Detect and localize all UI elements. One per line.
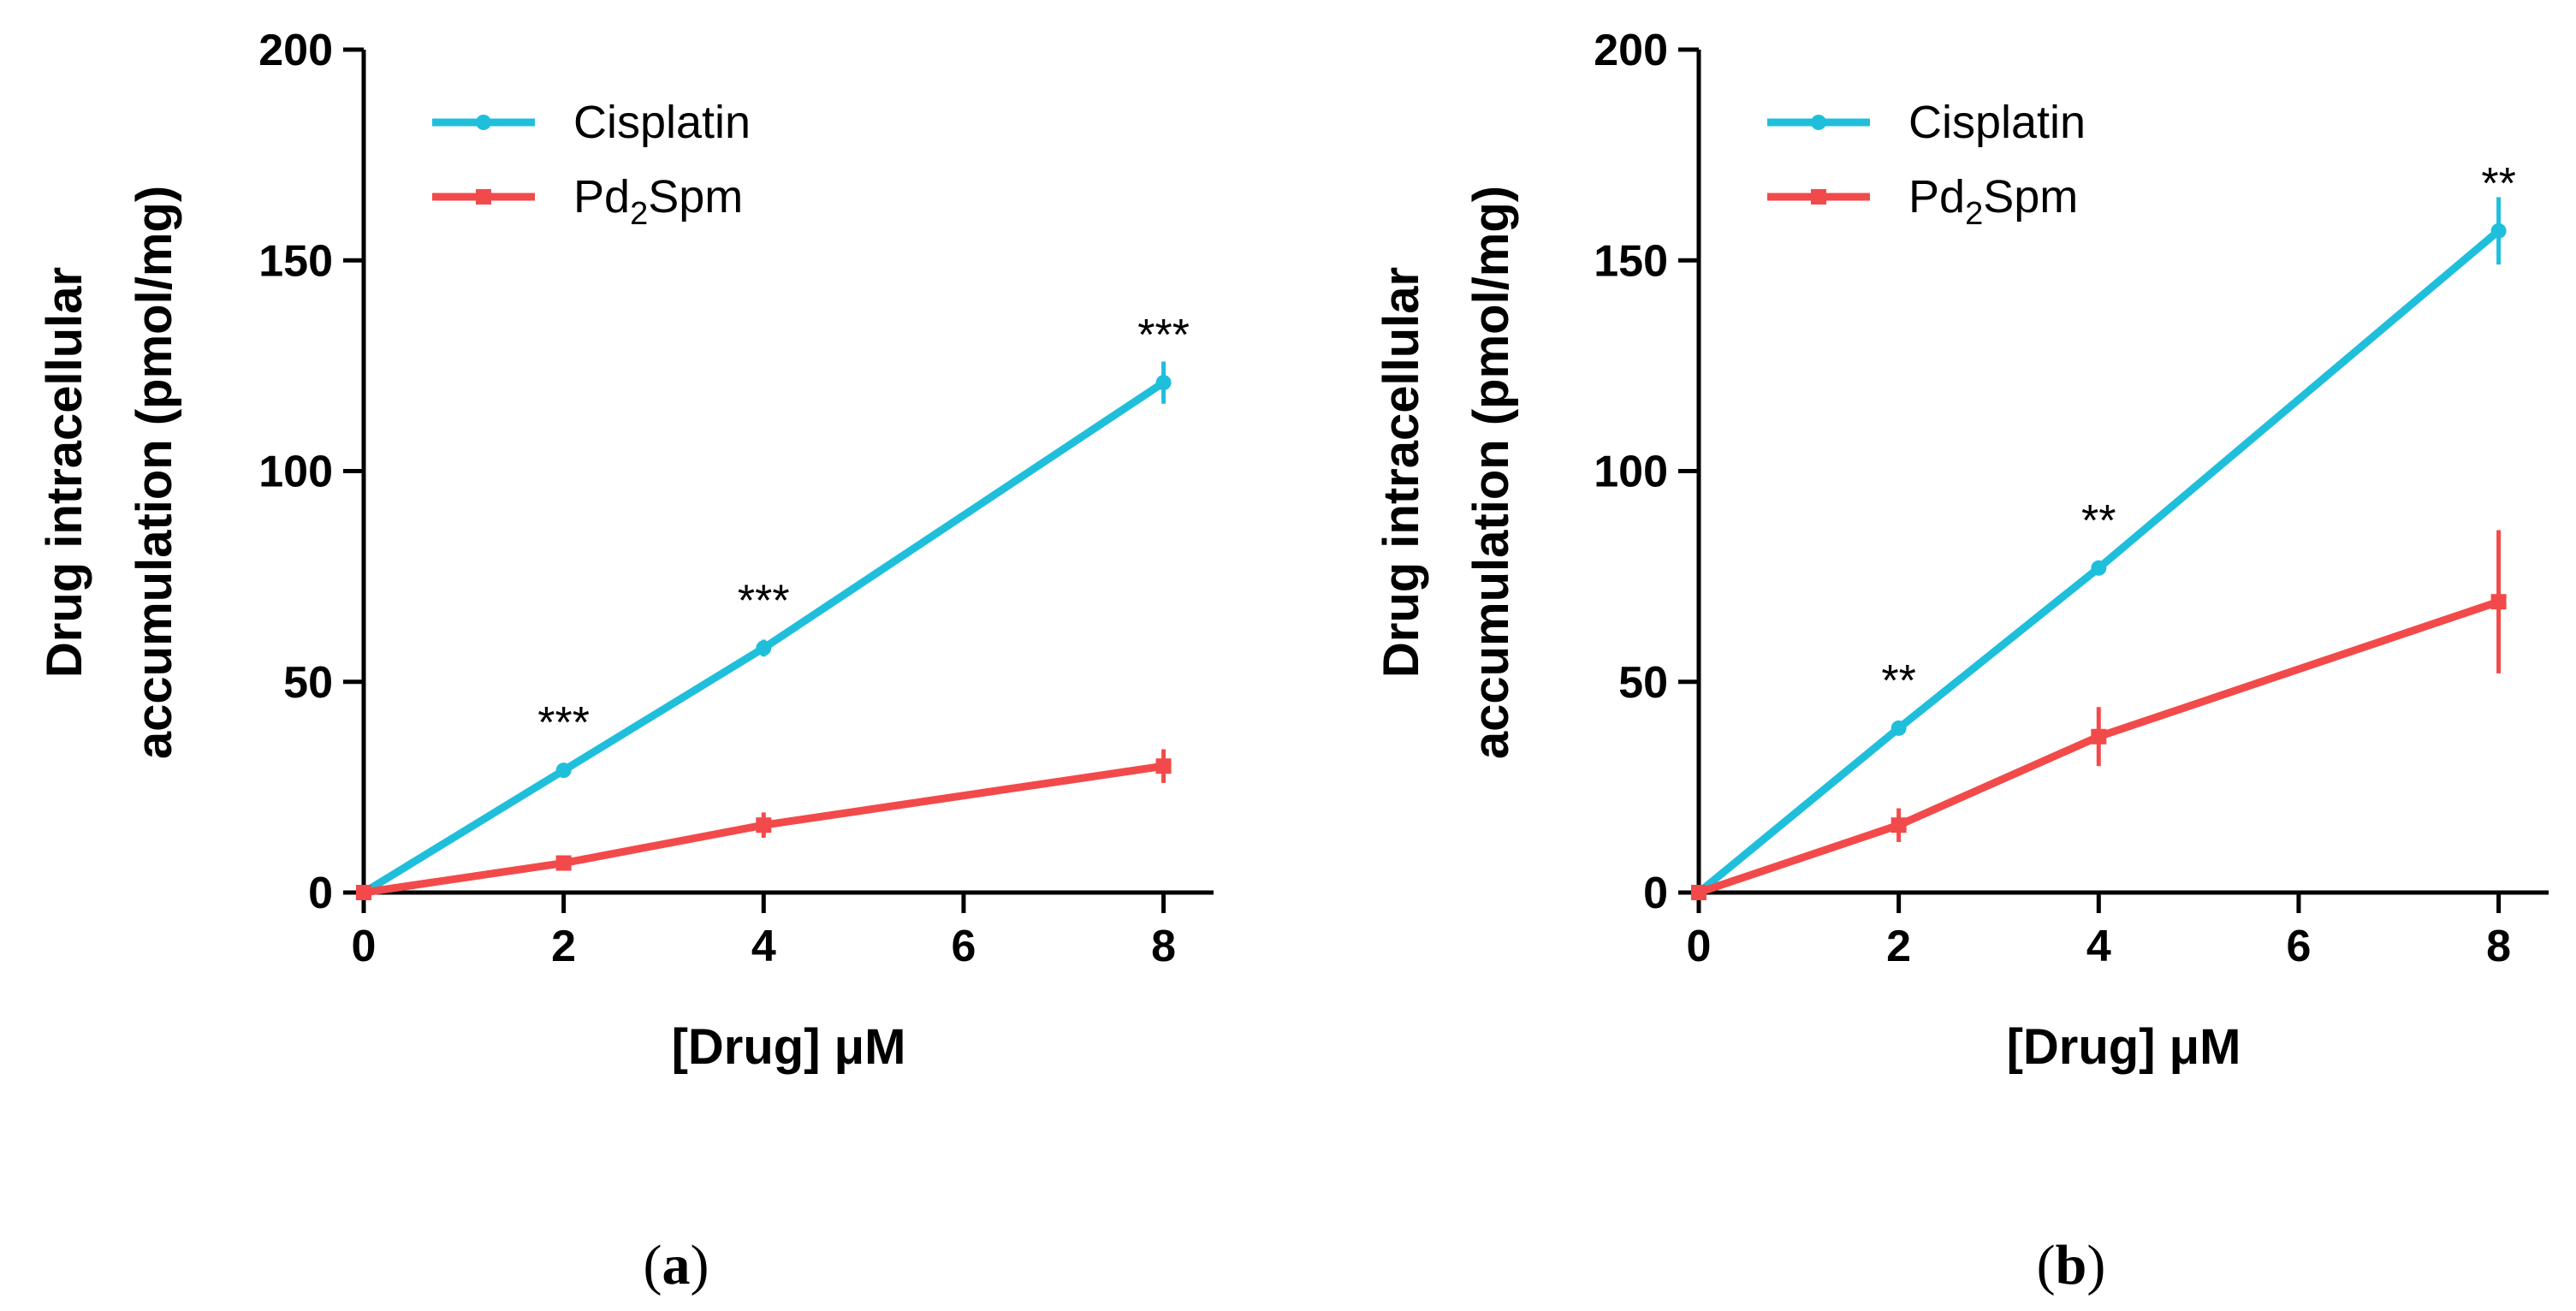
- legend-label: Pd2Spm: [573, 171, 743, 232]
- legend-label-rest: Spm: [1983, 171, 2078, 222]
- series-cisplatin: [1691, 197, 2507, 900]
- data-point: [1155, 758, 1172, 774]
- series-line: [361, 379, 1166, 896]
- chart-panel-b: 0 50 100 150 200 0 2 4 6 8 [Drug] μM Drug intracell…: [1374, 26, 2549, 1296]
- legend-swatch-marker: [476, 189, 491, 205]
- significance-marker: **: [2481, 159, 2515, 209]
- y-axis-title-line2: accumulation (pmol/mg): [127, 186, 182, 759]
- significance-marker: ***: [738, 576, 790, 626]
- series-line: [1696, 228, 2502, 896]
- legend-swatch-marker: [1811, 189, 1826, 205]
- legend: Cisplatin Pd2Spm: [432, 97, 751, 232]
- x-tick-label: 2: [551, 922, 576, 971]
- x-tick-label: 6: [2286, 922, 2311, 971]
- panel-caption: (b): [2037, 1234, 2106, 1296]
- legend-swatch-marker: [476, 115, 491, 130]
- legend-label-main: Pd: [1908, 171, 1965, 222]
- panel-caption-open: (: [644, 1234, 662, 1296]
- legend-label: Pd2Spm: [1908, 171, 2078, 232]
- legend-label-rest: Spm: [648, 171, 743, 222]
- y-axis-title-line1: Drug intracellular: [1374, 267, 1429, 678]
- data-point: [2490, 594, 2507, 610]
- legend-label: Cisplatin: [1908, 97, 2086, 148]
- data-point: [2091, 728, 2107, 744]
- chart-panel-a: 0 50 100 150 200 0 2 4 6 8 [Drug] μM Drug intracell…: [37, 26, 1214, 1296]
- legend-label-subscript: 2: [630, 196, 648, 232]
- x-axis-title: [Drug] μM: [2007, 1019, 2241, 1075]
- legend-label-subscript: 2: [1965, 196, 1983, 232]
- y-tick-label: 150: [258, 236, 333, 286]
- y-tick-label: 200: [1594, 26, 1668, 75]
- x-tick-label: 4: [751, 922, 776, 971]
- series-line: [1697, 597, 2501, 897]
- series-pd2spm: [356, 749, 1172, 900]
- x-axis-title: [Drug] μM: [672, 1019, 906, 1075]
- data-point: [2091, 560, 2107, 576]
- panel-caption-open: (: [2037, 1234, 2056, 1296]
- panel-caption-close: ): [691, 1234, 709, 1296]
- data-point: [1890, 817, 1907, 833]
- series-line: [363, 762, 1165, 897]
- y-tick-label: 50: [1618, 658, 1668, 708]
- x-tick-label: 4: [2086, 922, 2111, 971]
- panel-caption-letter: a: [662, 1234, 691, 1296]
- legend-swatch-marker: [1811, 115, 1826, 130]
- significance-marker: ***: [1137, 311, 1190, 360]
- y-tick-label: 100: [1594, 448, 1668, 497]
- data-point: [756, 640, 772, 656]
- data-point: [1890, 720, 1907, 736]
- data-point: [356, 885, 371, 900]
- data-point: [1691, 885, 1706, 900]
- data-point: [2490, 222, 2507, 239]
- panel-caption: (a): [644, 1234, 709, 1296]
- significance-marker: **: [1881, 656, 1915, 706]
- legend-label-main: Pd: [573, 171, 630, 222]
- data-point: [555, 762, 572, 779]
- y-tick-label: 50: [283, 658, 333, 708]
- y-tick-label: 0: [308, 869, 333, 918]
- y-tick-label: 0: [1643, 869, 1668, 918]
- legend-label: Cisplatin: [573, 97, 751, 148]
- y-tick-label: 200: [258, 26, 333, 75]
- y-tick-label: 100: [258, 448, 333, 497]
- panel-caption-letter: b: [2056, 1234, 2087, 1296]
- x-tick-label: 8: [2486, 922, 2511, 971]
- series-pd2spm: [1691, 530, 2507, 900]
- significance-marker: ***: [537, 698, 590, 748]
- x-tick-label: 8: [1151, 922, 1176, 971]
- y-axis-title-line2: accumulation (pmol/mg): [1463, 186, 1519, 759]
- significance-marker: **: [2081, 496, 2116, 546]
- x-tick-label: 0: [352, 922, 377, 971]
- data-point: [1155, 375, 1172, 391]
- x-tick-label: 6: [951, 922, 976, 971]
- x-tick-label: 0: [1687, 922, 1712, 971]
- y-axis-title-line1: Drug intracellular: [37, 267, 92, 678]
- panel-caption-close: ): [2086, 1234, 2105, 1296]
- data-point: [756, 817, 772, 833]
- legend: Cisplatin Pd2Spm: [1767, 97, 2086, 232]
- y-tick-label: 150: [1594, 236, 1668, 286]
- x-tick-label: 2: [1886, 922, 1911, 971]
- data-point: [555, 855, 572, 871]
